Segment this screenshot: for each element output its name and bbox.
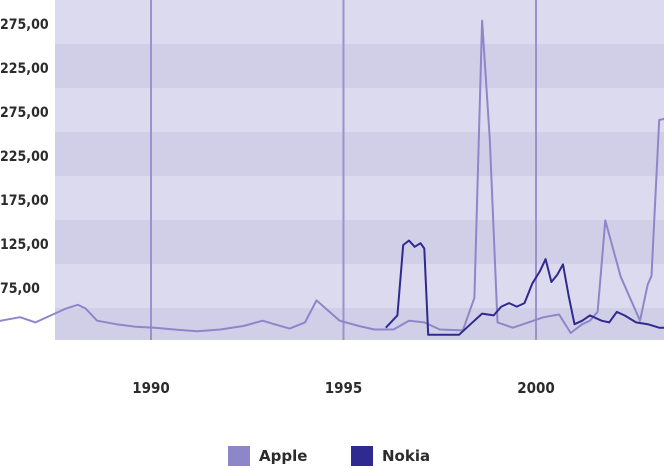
x-axis-ticks: 199019952000200520102015 (132, 379, 555, 397)
y-tick-label: 225,00 (0, 61, 49, 77)
plot-band (55, 220, 664, 264)
series-line-nokia (385, 239, 664, 336)
plot-band (55, 44, 664, 88)
plot-bands (55, 0, 664, 340)
plot-band (55, 176, 664, 220)
legend: Apple Nokia (0, 446, 664, 468)
x-tick-label: 1990 (132, 379, 170, 397)
x-tick-label: 1995 (325, 379, 363, 397)
plot-band (55, 308, 664, 340)
vertical-gridlines (150, 0, 537, 340)
plot-band (55, 132, 664, 176)
legend-label-nokia: Nokia (382, 447, 431, 465)
y-tick-label: 75,00 (0, 281, 40, 297)
y-tick-label: 275,00 (0, 105, 49, 121)
y-tick-label: 225,00 (0, 149, 49, 165)
y-tick-label: 275,00 (0, 17, 49, 33)
legend-swatch-apple (228, 446, 250, 466)
plot-band (55, 264, 664, 308)
plot-band (55, 0, 664, 44)
y-tick-label: 125,00 (0, 237, 49, 253)
series-lines (0, 19, 664, 336)
series-line-apple (0, 19, 664, 334)
x-tick-label: 2000 (517, 379, 555, 397)
legend-swatch-nokia (351, 446, 373, 466)
legend-item-nokia: Nokia (351, 446, 430, 466)
legend-label-apple: Apple (259, 447, 308, 465)
y-axis-ticks: 75,00 125,00 175,00 225,00 275,00 225,00 275,0… (0, 17, 49, 297)
chart: 75,00 125,00 175,00 225,00 275,00 225,00 275,0… (0, 0, 664, 397)
y-tick-label: 175,00 (0, 193, 49, 209)
legend-item-apple: Apple (228, 446, 307, 466)
plot-band (55, 88, 664, 132)
